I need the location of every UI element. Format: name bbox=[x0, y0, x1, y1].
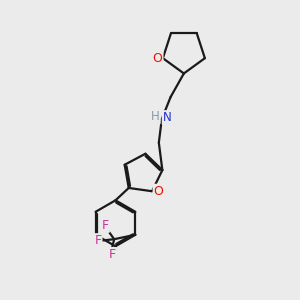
Text: O: O bbox=[153, 52, 163, 65]
Text: F: F bbox=[94, 234, 101, 247]
Text: N: N bbox=[163, 111, 172, 124]
Text: H: H bbox=[151, 110, 160, 123]
Text: F: F bbox=[102, 219, 109, 232]
Text: O: O bbox=[154, 185, 164, 198]
Text: F: F bbox=[108, 248, 116, 261]
